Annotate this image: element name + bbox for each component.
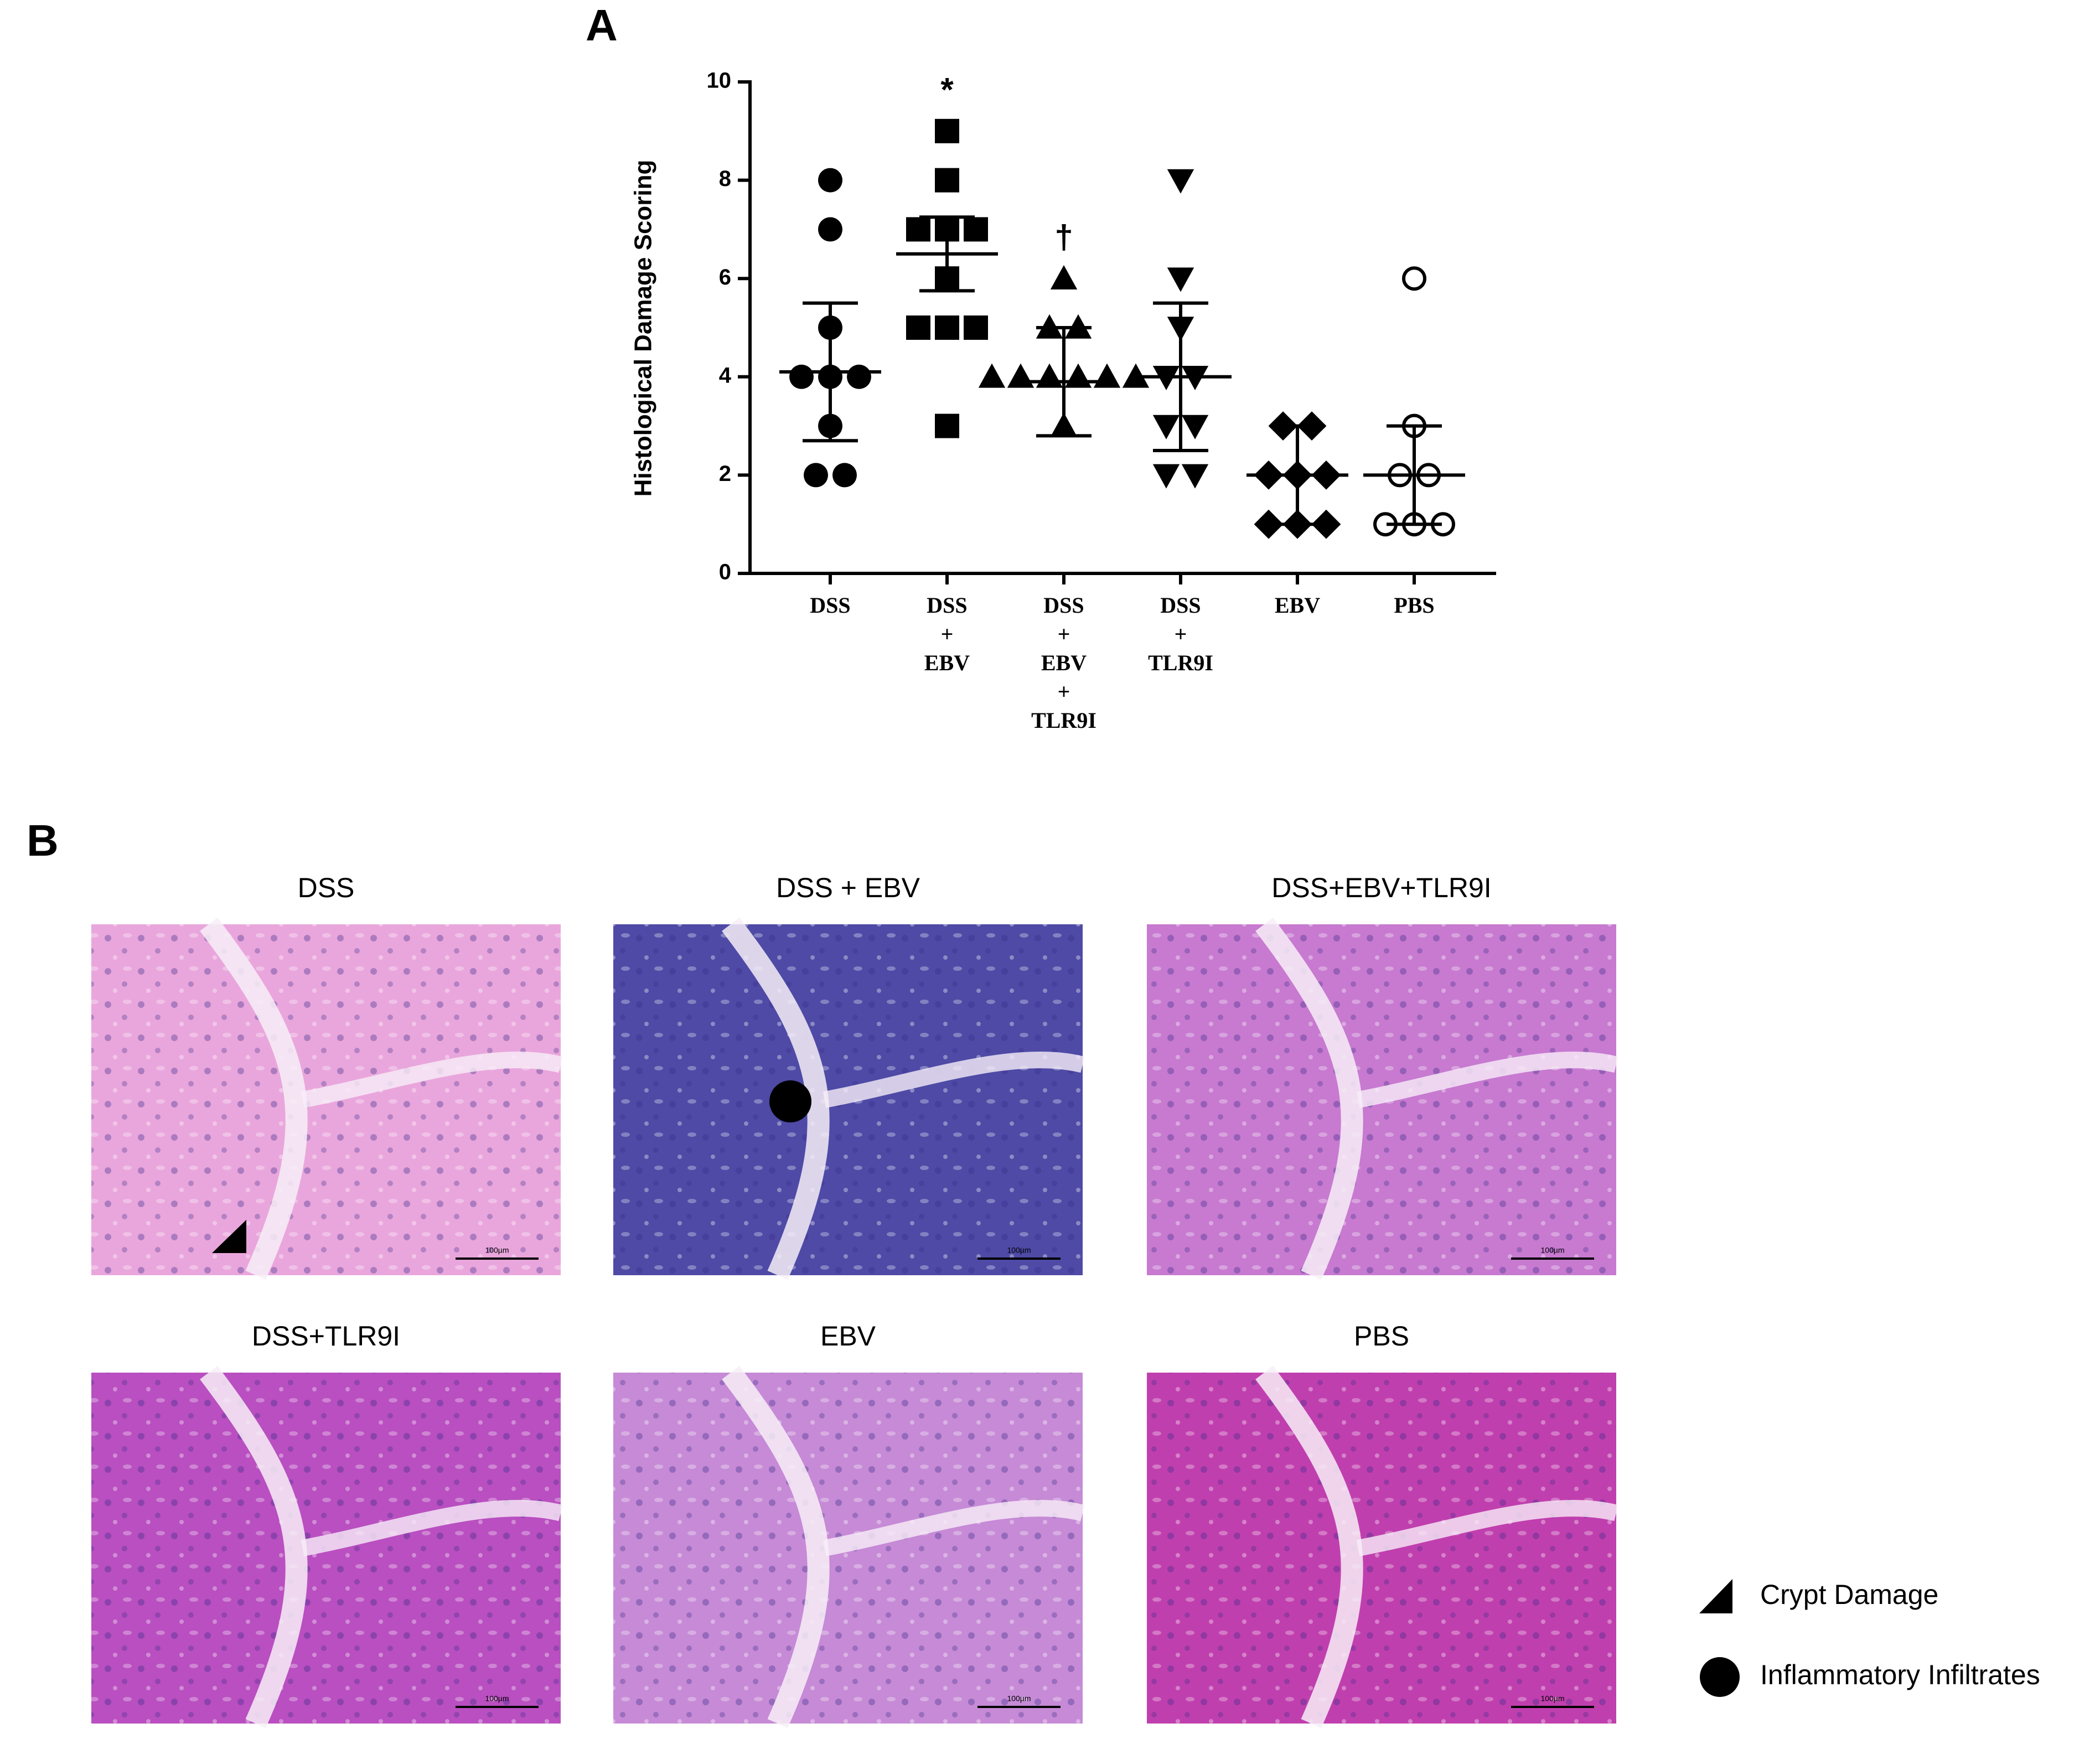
data-point: [1093, 363, 1121, 388]
y-tick-label: 4: [719, 363, 732, 387]
panel-label: B: [27, 816, 59, 865]
data-point: [818, 168, 842, 193]
lumen: [1255, 917, 1363, 1280]
annotation: †: [1054, 219, 1073, 256]
data-point: [935, 413, 959, 438]
lumen: [823, 1052, 1085, 1108]
x-tick-label: DSS: [1160, 593, 1201, 618]
lumen: [722, 1365, 830, 1729]
data-point: [906, 315, 930, 340]
data-point: [935, 118, 959, 143]
y-tick-label: 2: [719, 462, 731, 486]
legend-symbol: [1699, 1579, 1732, 1613]
data-point: [964, 217, 988, 242]
x-tick-label: PBS: [1394, 593, 1434, 618]
lumen: [200, 917, 308, 1280]
data-point: [1181, 415, 1209, 439]
lumen: [1356, 1500, 1618, 1556]
lumen: [823, 1500, 1085, 1556]
lumen: [200, 1365, 308, 1729]
data-point: [906, 217, 930, 242]
data-point: [1152, 464, 1180, 489]
data-point: [1311, 509, 1341, 539]
scale-bar-label: 100µm: [485, 1694, 509, 1703]
data-point: [1167, 267, 1194, 292]
scale-bar-label: 100µm: [1540, 1246, 1564, 1255]
annotation: *: [940, 71, 954, 108]
image-title: EBV: [820, 1321, 876, 1352]
data-point: [1181, 464, 1209, 489]
data-point: [1036, 363, 1063, 388]
data-point: [847, 364, 871, 389]
scale-bar-label: 100µm: [1540, 1694, 1564, 1703]
data-point: [1050, 265, 1078, 289]
panel-label: A: [586, 1, 618, 50]
legend-label: Inflammatory Infiltrates: [1760, 1659, 2040, 1690]
legend-label: Crypt Damage: [1760, 1579, 1938, 1610]
data-point: [978, 363, 1006, 388]
image-title: DSS+TLR9I: [252, 1321, 400, 1352]
data-point: [964, 315, 988, 340]
data-point: [935, 168, 959, 193]
legend-symbol: [1700, 1657, 1740, 1697]
infiltrate-marker: [769, 1080, 811, 1122]
x-tick-label: EBV: [924, 650, 970, 675]
x-tick-label: TLR9I: [1148, 650, 1213, 675]
lumen: [301, 1500, 563, 1556]
data-point: [832, 463, 857, 488]
y-tick-label: 10: [707, 69, 732, 93]
lumen: [1356, 1052, 1618, 1108]
data-point: [789, 364, 814, 389]
x-tick-label: DSS: [810, 593, 850, 618]
x-tick-label: EBV: [1041, 650, 1087, 675]
x-tick-label: DSS: [1043, 593, 1084, 618]
y-tick-label: 8: [719, 167, 731, 191]
lumen: [722, 917, 830, 1280]
lumen: [1255, 1365, 1363, 1729]
lumen: [301, 1052, 563, 1108]
data-point: [1007, 363, 1035, 388]
x-tick-label: +: [1058, 622, 1070, 646]
data-point: [804, 463, 828, 488]
y-tick-label: 0: [719, 560, 731, 584]
image-title: DSS: [298, 872, 355, 903]
crypt-damage-marker: [212, 1220, 246, 1253]
x-tick-label: +: [941, 622, 954, 646]
data-point: [1402, 266, 1426, 291]
data-point: [1167, 169, 1194, 194]
x-tick-label: +: [1175, 622, 1187, 646]
x-tick-label: +: [1058, 679, 1070, 704]
x-tick-label: TLR9I: [1031, 708, 1096, 733]
data-point: [1254, 509, 1284, 539]
data-point: [935, 315, 959, 340]
scale-bar-label: 100µm: [1007, 1694, 1031, 1703]
y-tick-label: 6: [719, 265, 731, 289]
data-point: [1152, 415, 1180, 439]
image-title: PBS: [1354, 1321, 1409, 1352]
x-tick-label: EBV: [1275, 593, 1320, 618]
x-tick-label: DSS: [927, 593, 967, 618]
scale-bar-label: 100µm: [1007, 1246, 1031, 1255]
y-axis-label: Histological Damage Scoring: [630, 160, 657, 497]
image-title: DSS+EBV+TLR9I: [1271, 872, 1491, 903]
data-point: [818, 217, 842, 242]
scale-bar-label: 100µm: [485, 1246, 509, 1255]
image-title: DSS + EBV: [776, 872, 920, 903]
data-point: [1064, 363, 1092, 388]
